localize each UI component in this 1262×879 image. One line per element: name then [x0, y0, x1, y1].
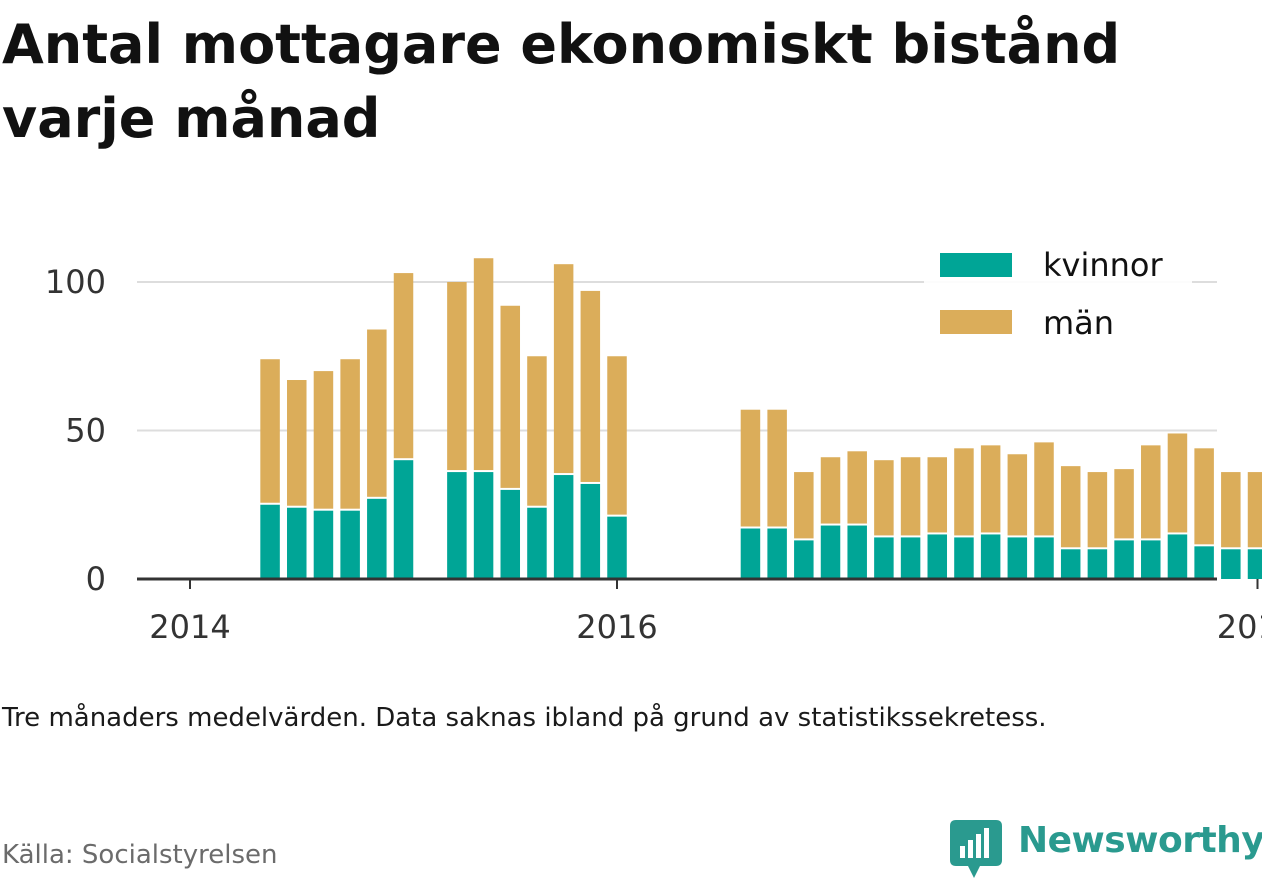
bar-kvinnor	[500, 489, 521, 579]
bar-man	[847, 451, 867, 524]
bar-man	[367, 329, 387, 497]
bar-man	[1007, 454, 1028, 536]
brand-name: Newsworthy	[1018, 820, 1262, 861]
bar-man	[874, 460, 894, 536]
bar-kvinnor	[740, 528, 761, 579]
chart-note: Tre månaders medelvärden. Data saknas ib…	[2, 703, 1047, 733]
bar-kvinnor	[847, 525, 867, 579]
bar-man	[607, 356, 627, 515]
bar-kvinnor	[340, 510, 360, 579]
bar-kvinnor	[287, 507, 307, 579]
bar-man	[287, 380, 307, 506]
bar-man	[1060, 466, 1081, 548]
legend-label-kvinnor: kvinnor	[1043, 246, 1164, 284]
bar-man	[1087, 472, 1108, 548]
bar-man	[927, 457, 948, 533]
bar-man	[260, 359, 280, 503]
bar-kvinnor	[1060, 549, 1081, 579]
brand-logo[interactable]: Newsworthy	[950, 818, 1262, 878]
bar-kvinnor	[1087, 549, 1108, 579]
bar-kvinnor	[1034, 537, 1054, 579]
bar-kvinnor	[527, 507, 547, 579]
bar-kvinnor	[1167, 534, 1188, 579]
bar-kvinnor	[447, 472, 467, 579]
bar-kvinnor	[1141, 540, 1161, 579]
source-text: Källa: Socialstyrelsen	[2, 840, 278, 870]
legend-swatch-man	[940, 310, 1012, 334]
bar-man	[447, 282, 467, 471]
chart-title: Antal mottagare ekonomiskt bistånd varje…	[2, 13, 1121, 150]
bar-man	[1114, 469, 1134, 539]
bar-kvinnor	[1194, 546, 1214, 579]
bar-man	[1167, 433, 1188, 533]
bar-man	[473, 258, 494, 471]
bar-man	[500, 305, 521, 488]
legend-swatch-kvinnor	[940, 253, 1012, 277]
y-axis-labels: 0 50 100	[45, 263, 106, 598]
bar-kvinnor	[473, 472, 494, 579]
bar-kvinnor	[553, 475, 574, 579]
newsworthy-logo-icon	[950, 820, 1002, 878]
y-tick-label: 50	[65, 412, 106, 450]
bar-kvinnor	[1221, 549, 1241, 579]
bar-kvinnor	[1114, 540, 1134, 579]
bar-kvinnor	[927, 534, 948, 579]
bar-kvinnor	[367, 498, 387, 579]
bar-kvinnor	[954, 537, 974, 579]
bar-man	[1194, 448, 1214, 545]
bar-man	[1141, 445, 1161, 539]
bar-man	[340, 359, 360, 509]
bar-man	[980, 445, 1001, 533]
bar-man	[580, 290, 601, 482]
bar-kvinnor	[580, 483, 601, 579]
bar-kvinnor	[874, 537, 894, 579]
bar-man	[1221, 472, 1241, 548]
bar-kvinnor	[980, 534, 1001, 579]
x-tick-label: 2016	[576, 608, 657, 646]
bar-kvinnor	[393, 460, 414, 579]
bar-kvinnor	[1007, 537, 1028, 579]
bar-man	[1034, 442, 1054, 536]
legend-label-man: män	[1043, 304, 1114, 342]
bar-man	[820, 457, 841, 524]
x-tick-label: 2014	[149, 608, 230, 646]
bar-man	[1247, 472, 1262, 548]
bar-man	[393, 273, 414, 459]
bar-kvinnor	[794, 540, 814, 579]
bar-kvinnor	[900, 537, 921, 579]
bar-man	[553, 264, 574, 474]
y-tick-label: 0	[86, 560, 106, 598]
bar-kvinnor	[820, 525, 841, 579]
bar-kvinnor	[607, 516, 627, 579]
y-tick-label: 100	[45, 263, 106, 301]
bar-man	[313, 371, 334, 509]
bar-kvinnor	[1247, 549, 1262, 579]
bar-man	[900, 457, 921, 536]
bar-man	[794, 472, 814, 539]
x-tick-label: 2019	[1217, 608, 1262, 646]
bar-kvinnor	[260, 504, 280, 579]
x-axis-labels: 20142016201920212023	[149, 579, 1262, 646]
bar-man	[767, 409, 787, 527]
bar-man	[740, 409, 761, 527]
bars	[260, 258, 1262, 579]
bar-man	[527, 356, 547, 506]
legend: kvinnor män	[924, 240, 1192, 350]
bar-man	[954, 448, 974, 536]
bar-kvinnor	[767, 528, 787, 579]
bar-kvinnor	[313, 510, 334, 579]
